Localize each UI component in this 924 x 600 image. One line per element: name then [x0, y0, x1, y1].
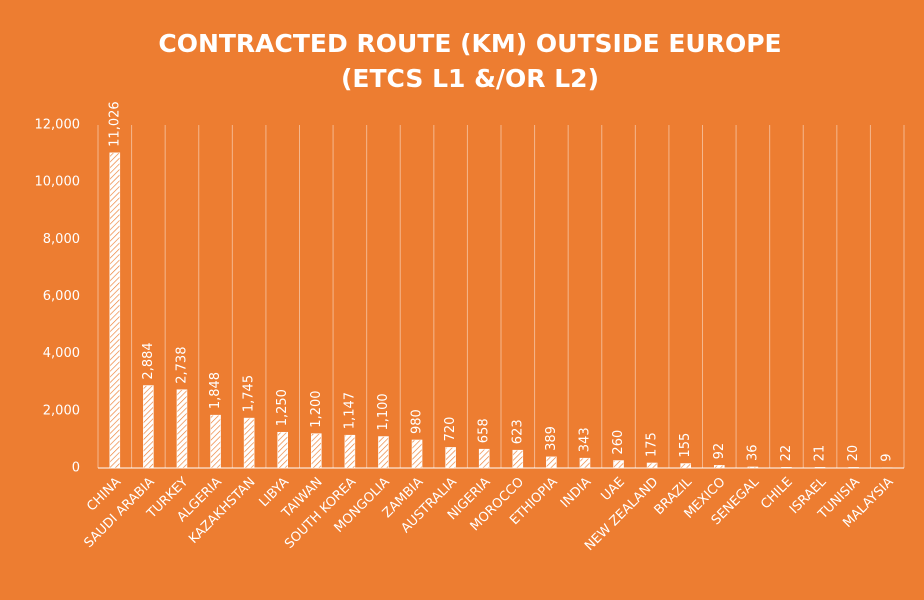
- chart-title: (ETCS L1 &/OR L2): [341, 64, 599, 93]
- bar: [243, 417, 255, 469]
- bar: [478, 448, 490, 469]
- data-label: 343: [577, 427, 592, 452]
- data-label: 1,745: [242, 375, 257, 412]
- bar: [277, 431, 289, 469]
- data-label: 720: [443, 417, 458, 442]
- bar: [310, 433, 322, 469]
- chart-title: CONTRACTED ROUTE (KM) OUTSIDE EUROPE: [158, 29, 781, 58]
- data-label: 175: [645, 432, 660, 457]
- bar: [781, 467, 792, 469]
- bar: [143, 385, 154, 469]
- bar: [814, 467, 826, 469]
- y-tick-label: 8,000: [43, 232, 80, 247]
- data-label: 21: [813, 445, 828, 462]
- data-label: 22: [779, 445, 794, 462]
- bar: [747, 466, 759, 469]
- bar: [680, 463, 692, 469]
- bar: [579, 457, 591, 469]
- bar: [646, 462, 658, 469]
- data-label: 1,100: [376, 393, 391, 430]
- bar: [176, 389, 188, 469]
- bar: [411, 439, 423, 469]
- data-label: 980: [410, 409, 425, 434]
- data-label: 658: [477, 418, 492, 443]
- bar: [848, 467, 859, 469]
- y-tick-label: 2,000: [43, 403, 80, 418]
- data-label: 155: [678, 433, 693, 458]
- data-label: 1,147: [342, 392, 357, 429]
- y-tick-label: 6,000: [43, 289, 80, 304]
- data-label: 623: [510, 419, 525, 444]
- data-label: 36: [745, 444, 760, 461]
- bar: [546, 456, 557, 469]
- data-label: 92: [712, 443, 727, 460]
- data-label: 1,848: [208, 372, 223, 409]
- bar: [445, 447, 456, 469]
- bar: [613, 460, 624, 469]
- bar: [344, 434, 356, 469]
- y-tick-label: 4,000: [43, 346, 80, 361]
- bar: [210, 414, 221, 469]
- y-tick-label: 0: [72, 461, 80, 476]
- data-label: 389: [544, 426, 559, 451]
- data-label: 260: [611, 430, 626, 455]
- data-label: 2,884: [141, 342, 156, 379]
- data-label: 1,250: [275, 389, 290, 426]
- bar: [512, 449, 524, 469]
- data-label: 1,200: [309, 390, 324, 427]
- bar: [713, 465, 725, 469]
- data-label: 20: [846, 445, 861, 462]
- bar: [109, 152, 121, 469]
- data-label: 2,738: [174, 347, 189, 384]
- y-tick-label: 10,000: [35, 175, 81, 190]
- data-label: 11,026: [107, 101, 122, 147]
- y-tick-label: 12,000: [35, 118, 81, 133]
- data-label: 9: [880, 453, 895, 461]
- bar: [378, 436, 389, 469]
